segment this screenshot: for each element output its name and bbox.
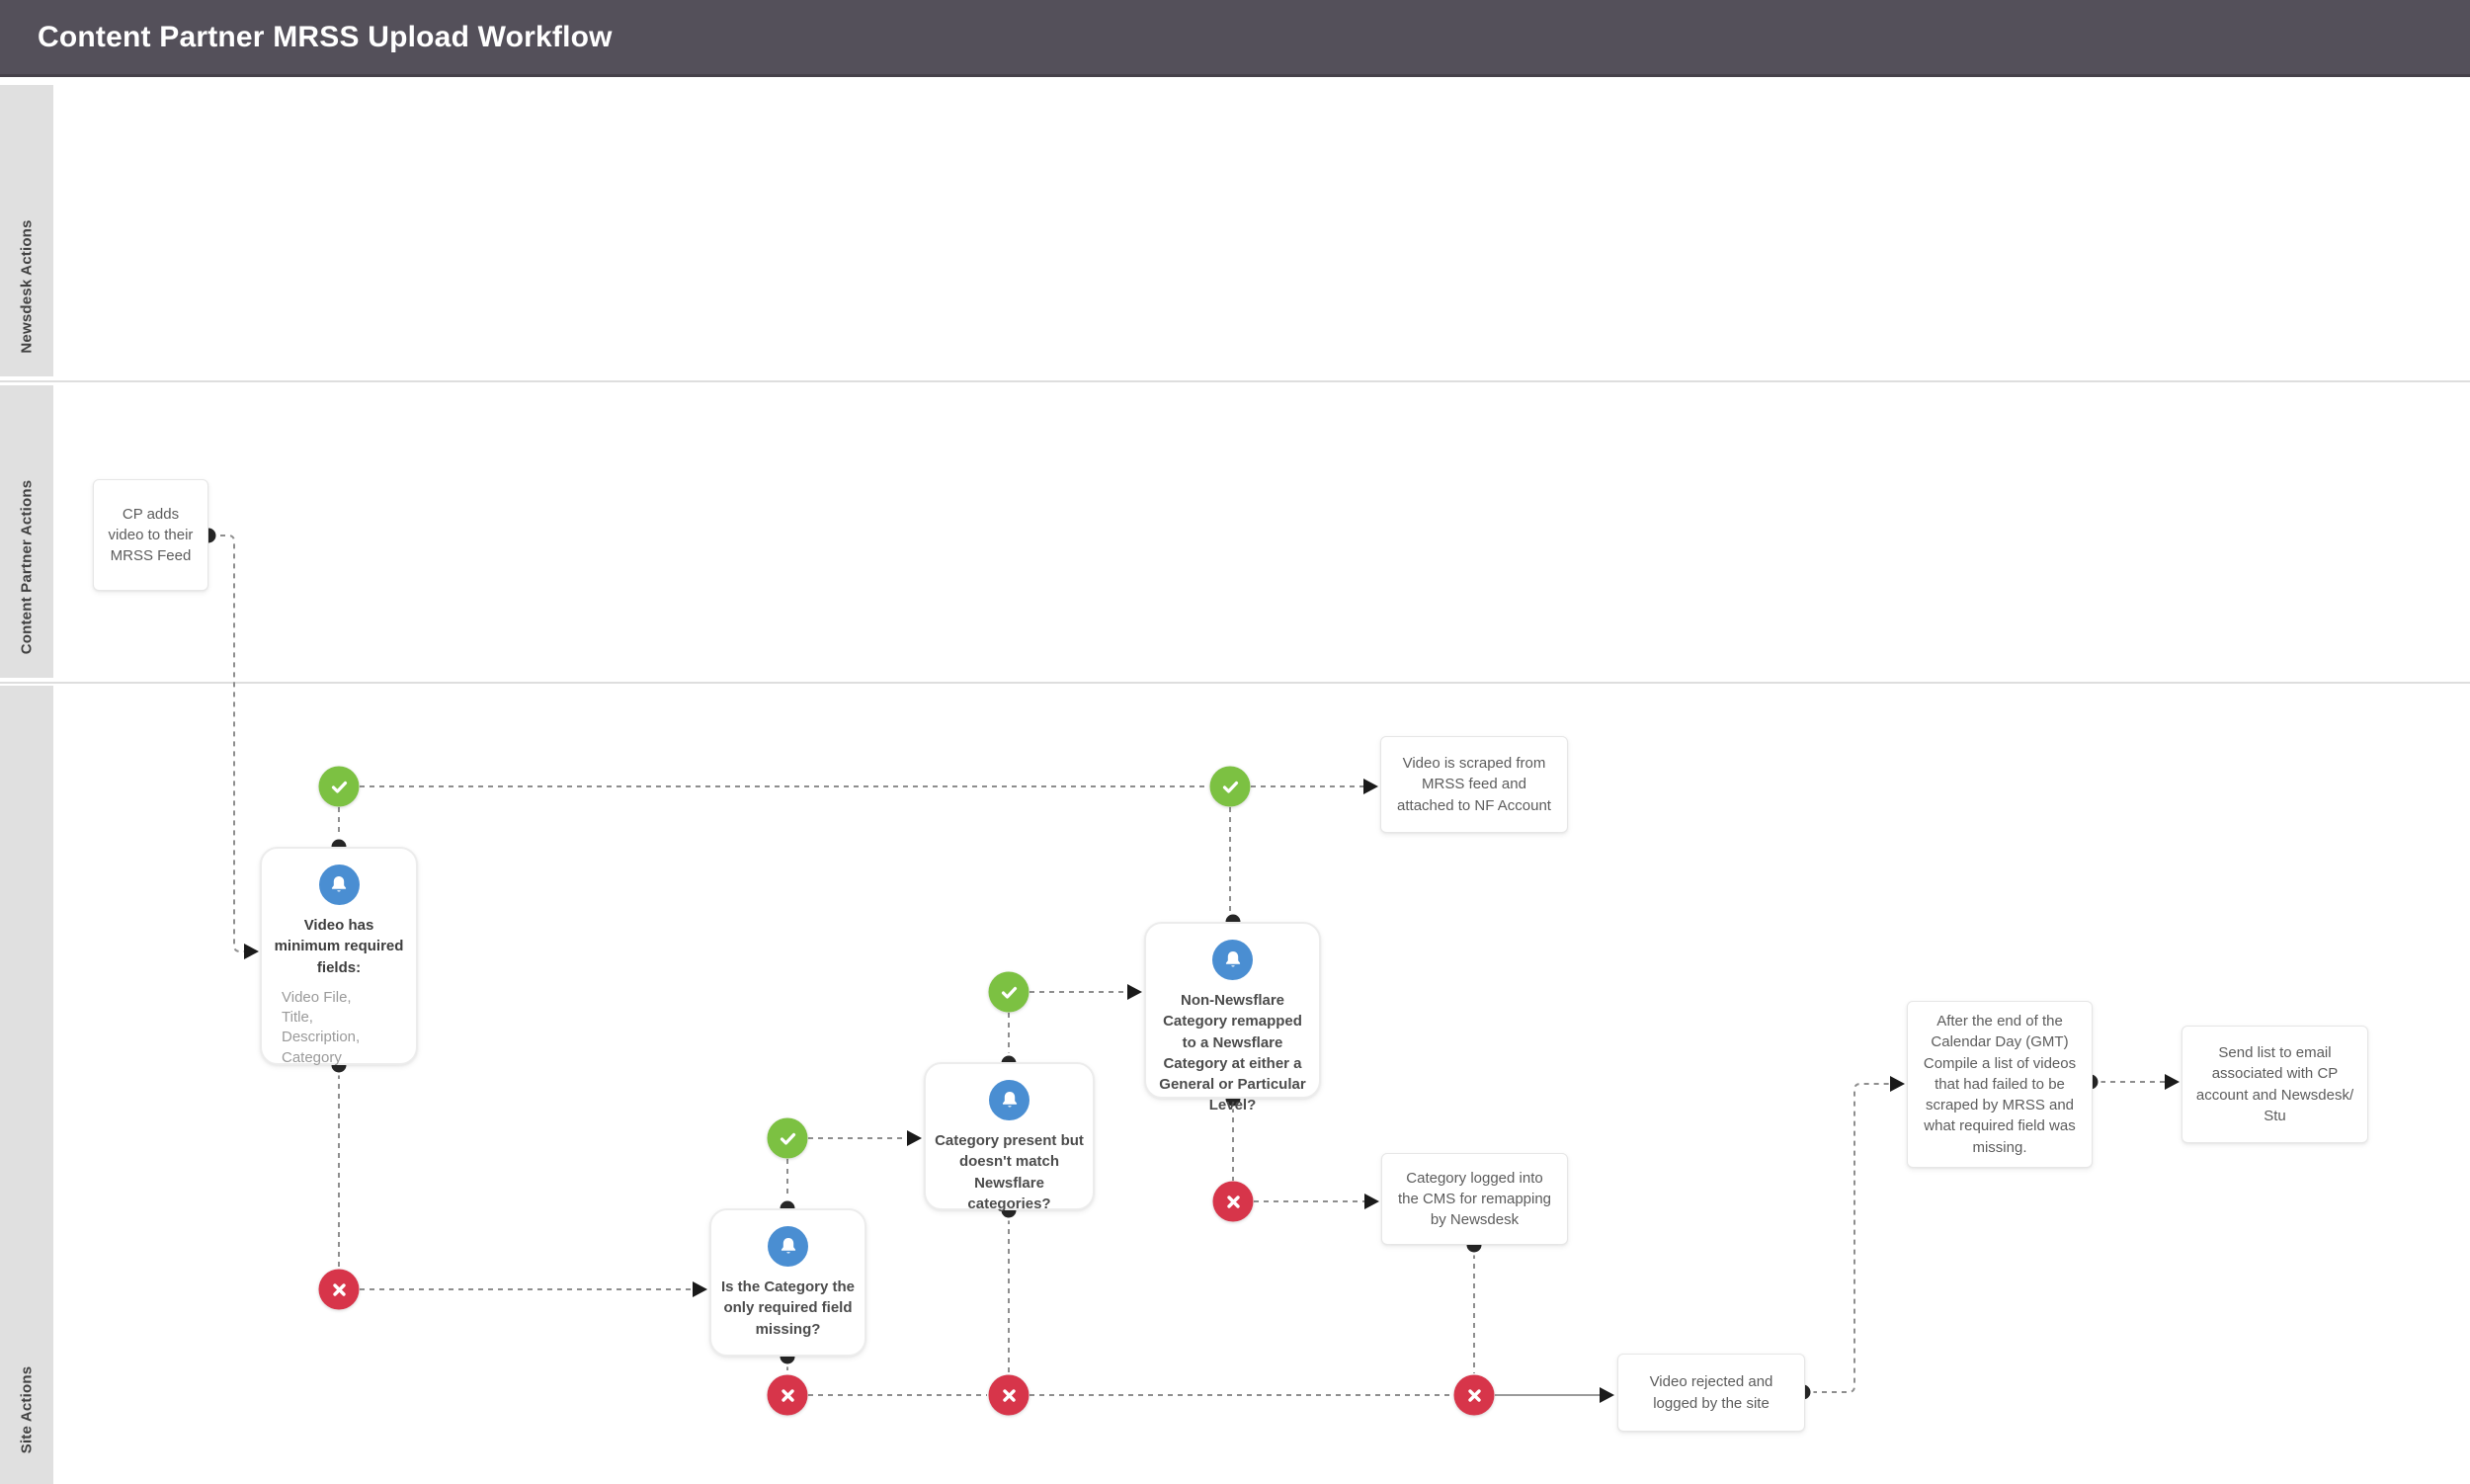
node-text: Is the Category the only required field … [720, 1278, 856, 1338]
connector-nonnewsflare-no [1232, 1108, 1379, 1209]
node-video-has-min-fields[interactable]: Video has minimum required fields: Video… [260, 847, 418, 1068]
node-text: CP adds video to their MRSS Feed [108, 505, 194, 565]
check-icon [1222, 781, 1238, 793]
node-text: Non-Newsflare Category remapped to a New… [1159, 992, 1306, 1114]
page-title: Content Partner MRSS Upload Workflow [38, 20, 613, 53]
notification-badge [989, 1080, 1029, 1120]
yes-badge[interactable] [988, 971, 1029, 1013]
node-is-category-missing[interactable]: Is the Category the only required field … [709, 1208, 866, 1357]
lane-label-newsdesk: Newsdesk Actions [18, 219, 36, 354]
lane-site-actions [0, 686, 53, 1484]
no-badge[interactable] [1453, 1374, 1495, 1416]
node-video-scraped[interactable]: Video is scraped from MRSS feed and atta… [1380, 736, 1568, 833]
node-text: After the end of the Calendar Day (GMT) … [1923, 1012, 2077, 1156]
titlebar: Content Partner MRSS Upload Workflow [0, 0, 2470, 77]
check-icon [780, 1132, 795, 1145]
field-item: Video File, [282, 988, 352, 1006]
node-text: Category present but doesn't match Newsf… [935, 1132, 1084, 1212]
node-compile-failed-list[interactable]: After the end of the Calendar Day (GMT) … [1907, 1001, 2093, 1168]
notification-badge [768, 1226, 808, 1267]
connector-rejected-to-afterend [1812, 1076, 1905, 1393]
x-icon [781, 1388, 794, 1402]
no-badge[interactable] [767, 1374, 808, 1416]
notification-badge [1212, 940, 1253, 980]
field-item: Category [282, 1048, 342, 1066]
no-badge[interactable] [318, 1269, 360, 1310]
node-text: Send list to email associated with CP ac… [2195, 1043, 2354, 1124]
node-send-email-list[interactable]: Send list to email associated with CP ac… [2182, 1026, 2368, 1143]
no-badge[interactable] [988, 1374, 1029, 1416]
connector-iscategory-yes [786, 1130, 922, 1198]
x-icon [1467, 1388, 1481, 1402]
check-icon [1001, 986, 1017, 999]
node-non-newsflare-remap[interactable]: Non-Newsflare Category remapped to a New… [1144, 922, 1321, 1113]
x-icon [1226, 1195, 1240, 1208]
node-category-logged-cms[interactable]: Category logged into the CMS for remappi… [1381, 1153, 1568, 1245]
yes-badge[interactable] [1209, 766, 1251, 807]
x-icon [332, 1282, 346, 1296]
node-video-rejected[interactable]: Video rejected and logged by the site [1617, 1354, 1805, 1432]
bell-icon [331, 875, 347, 891]
lane-content-partner-actions [0, 385, 53, 678]
no-badge[interactable] [1212, 1181, 1254, 1222]
bell-icon [1225, 950, 1240, 966]
field-item: Title, [282, 1009, 313, 1027]
node-title: Video has minimum required fields: [274, 917, 404, 976]
bell-icon [1002, 1091, 1017, 1107]
yes-badge[interactable] [767, 1117, 808, 1159]
lane-label-site: Site Actions [18, 1365, 36, 1454]
node-text: Video is scraped from MRSS feed and atta… [1397, 755, 1551, 814]
node-text: Category logged into the CMS for remappi… [1397, 1169, 1552, 1229]
connector-minfields-no [338, 1074, 707, 1297]
node-text: Video rejected and logged by the site [1649, 1373, 1773, 1412]
bell-icon [781, 1237, 795, 1253]
connector-cp-to-minfields [210, 535, 259, 959]
node-cp-adds-video[interactable]: CP adds video to their MRSS Feed [93, 479, 208, 591]
x-icon [1002, 1388, 1016, 1402]
lane-divider [0, 682, 2470, 684]
lane-divider [0, 380, 2470, 382]
check-icon [331, 781, 347, 793]
lane-label-content-partner: Content Partner Actions [18, 479, 36, 655]
field-item: Description, [282, 1029, 361, 1046]
required-fields-list: Video File, Title, Description, Category [270, 988, 408, 1068]
connector-afterend-to-sendlist [2100, 1074, 2180, 1090]
node-category-present[interactable]: Category present but doesn't match Newsf… [924, 1062, 1095, 1212]
notification-badge [318, 865, 360, 905]
yes-badge[interactable] [318, 766, 360, 807]
lane-newsdesk-actions [0, 85, 53, 376]
